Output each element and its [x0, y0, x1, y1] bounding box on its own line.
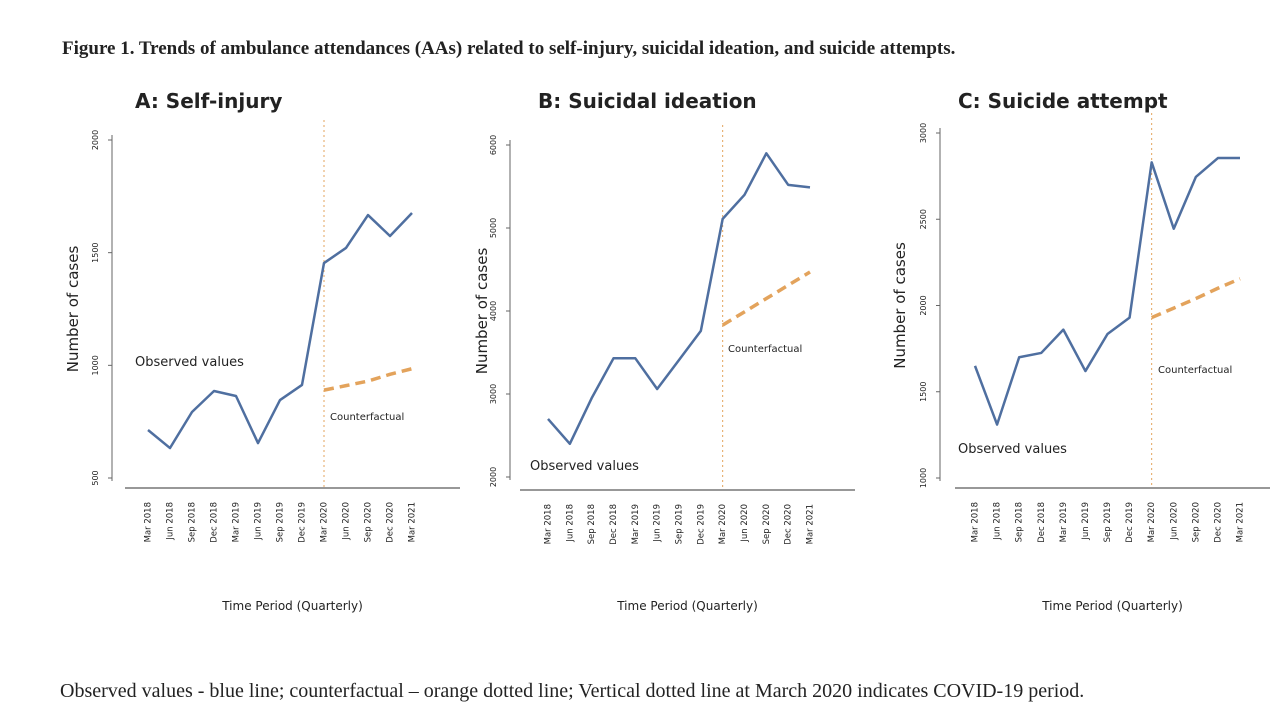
- x-tick-label: Mar 2020: [1147, 502, 1157, 542]
- x-tick-label: Jun 2020: [1169, 502, 1179, 541]
- x-tick-label: Dec 2019: [696, 504, 706, 545]
- x-tick-label: Dec 2020: [784, 504, 794, 545]
- x-tick-label: Jun 2019: [254, 502, 264, 541]
- observed-line: [547, 152, 811, 446]
- x-tick-label: Mar 2021: [806, 504, 816, 544]
- x-axis-label: Time Period (Quarterly): [221, 599, 363, 613]
- x-tick-label: Mar 2018: [971, 502, 981, 542]
- series-label: Observed values: [135, 355, 244, 370]
- x-tick-label: Mar 2021: [1236, 502, 1246, 542]
- y-tick-label: 5000: [489, 218, 498, 238]
- x-tick-label: Jun 2018: [565, 504, 575, 543]
- x-tick-label: Mar 2020: [320, 502, 330, 542]
- x-tick-label: Dec 2018: [1037, 502, 1047, 543]
- x-tick-label: Sep 2018: [188, 502, 198, 542]
- x-tick-label: Jun 2020: [342, 502, 352, 541]
- series-label: Counterfactual: [330, 412, 404, 423]
- y-tick-label: 3000: [919, 123, 928, 143]
- y-tick-label: 1500: [91, 242, 100, 262]
- x-tick-label: Mar 2018: [144, 502, 154, 542]
- counterfactual-line: [1150, 277, 1241, 320]
- y-tick-label: 3000: [489, 384, 498, 404]
- x-tick-label: Dec 2018: [609, 504, 619, 545]
- counterfactual-line: [323, 367, 413, 392]
- x-tick-label: Sep 2020: [762, 504, 772, 544]
- panel-title: C: Suicide attempt: [958, 89, 1168, 113]
- y-axis-label: Number of cases: [64, 246, 82, 373]
- series-label: Observed values: [530, 459, 639, 474]
- x-tick-label: Dec 2020: [1213, 502, 1223, 543]
- x-tick-label: Dec 2019: [298, 502, 308, 543]
- series-label: Counterfactual: [728, 344, 802, 355]
- y-tick-label: 2000: [91, 130, 100, 150]
- x-tick-label: Sep 2018: [587, 504, 597, 544]
- x-tick-label: Jun 2018: [993, 502, 1003, 541]
- y-tick-label: 1000: [91, 355, 100, 375]
- x-tick-label: Sep 2018: [1015, 502, 1025, 542]
- x-tick-label: Jun 2018: [166, 502, 176, 541]
- x-axis-label: Time Period (Quarterly): [616, 599, 758, 613]
- x-tick-label: Dec 2019: [1125, 502, 1135, 543]
- x-tick-label: Dec 2018: [210, 502, 220, 543]
- observed-line: [973, 156, 1240, 426]
- series-label: Counterfactual: [1158, 365, 1232, 376]
- x-tick-label: Mar 2021: [408, 502, 418, 542]
- x-tick-label: Jun 2019: [653, 504, 663, 543]
- x-axis-label: Time Period (Quarterly): [1041, 599, 1183, 613]
- x-tick-label: Mar 2020: [718, 504, 728, 544]
- series-label: Observed values: [958, 442, 1067, 457]
- x-tick-label: Sep 2019: [276, 502, 286, 542]
- x-tick-label: Jun 2020: [740, 504, 750, 543]
- x-tick-label: Sep 2019: [1103, 502, 1113, 542]
- y-tick-label: 1500: [919, 382, 928, 402]
- x-tick-label: Sep 2019: [675, 504, 685, 544]
- x-tick-label: Sep 2020: [364, 502, 374, 542]
- x-tick-label: Mar 2019: [232, 502, 242, 542]
- x-tick-label: Mar 2018: [544, 504, 554, 544]
- y-tick-label: 6000: [489, 135, 498, 155]
- observed-line: [147, 212, 413, 450]
- y-tick-label: 4000: [489, 301, 498, 321]
- y-axis-label: Number of cases: [891, 242, 909, 369]
- x-tick-label: Mar 2019: [1059, 502, 1069, 542]
- caption: Observed values - blue line; counterfact…: [60, 680, 1084, 702]
- y-tick-label: 500: [91, 470, 100, 485]
- x-tick-label: Sep 2020: [1191, 502, 1201, 542]
- figure-title: Figure 1. Trends of ambulance attendance…: [62, 38, 955, 59]
- y-tick-label: 2000: [919, 295, 928, 315]
- panel-title: A: Self-injury: [135, 89, 282, 113]
- y-tick-label: 1000: [919, 468, 928, 488]
- x-tick-label: Dec 2020: [386, 502, 396, 543]
- counterfactual-line: [721, 270, 811, 327]
- y-tick-label: 2500: [919, 209, 928, 229]
- y-tick-label: 2000: [489, 467, 498, 487]
- x-tick-label: Mar 2019: [631, 504, 641, 544]
- x-tick-label: Jun 2019: [1081, 502, 1091, 541]
- panel-title: B: Suicidal ideation: [538, 89, 757, 113]
- y-axis-label: Number of cases: [473, 248, 491, 375]
